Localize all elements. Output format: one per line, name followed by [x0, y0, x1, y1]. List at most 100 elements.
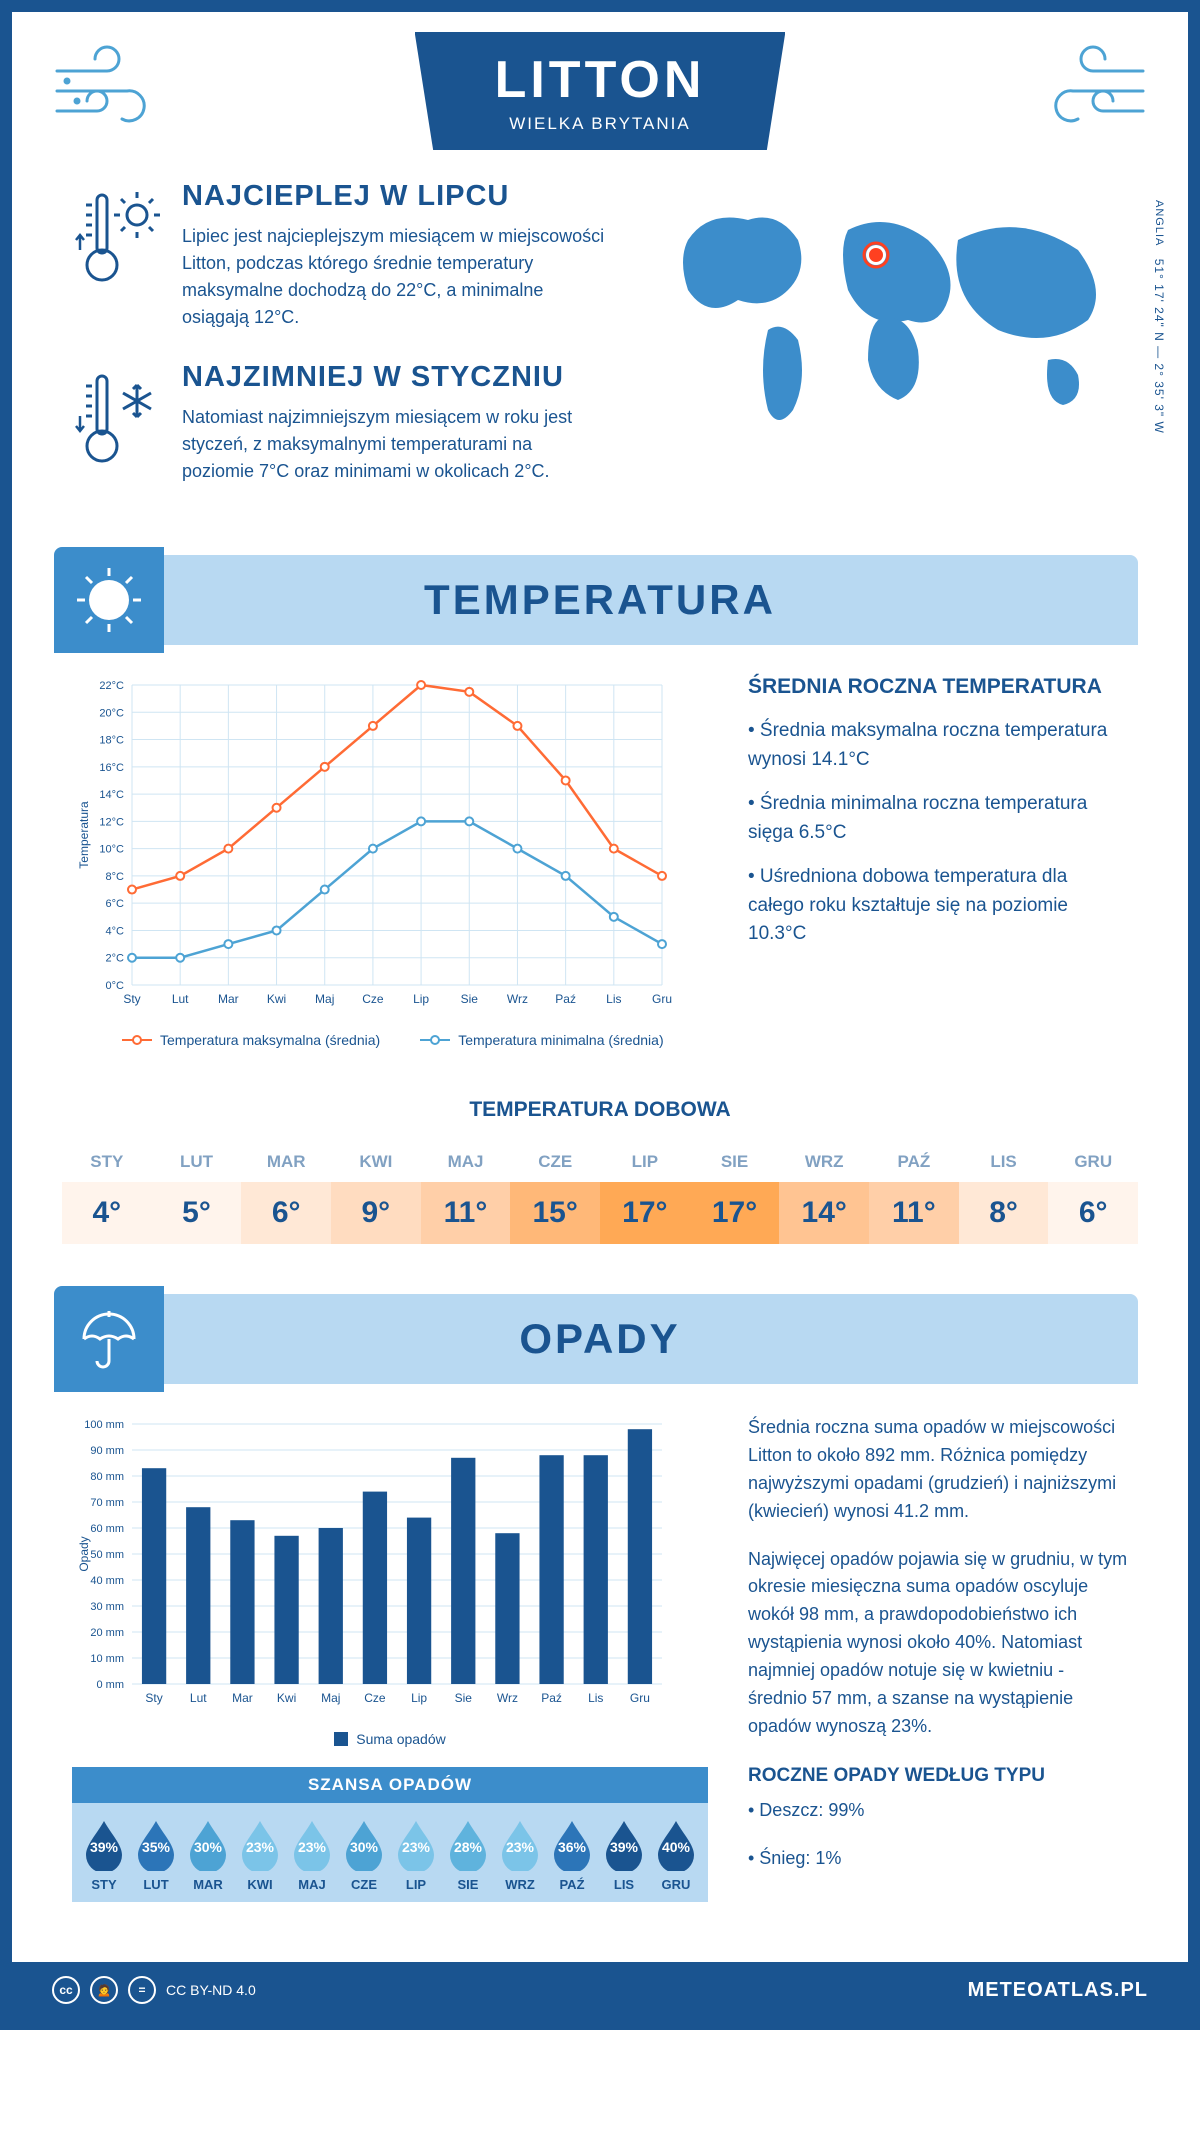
- wind-decoration-right: [1028, 41, 1148, 141]
- world-map: [648, 180, 1128, 460]
- svg-text:8°C: 8°C: [106, 871, 125, 883]
- legend-precip: Suma opadów: [334, 1731, 446, 1747]
- chance-cell: 39%LIS: [598, 1817, 650, 1892]
- svg-text:Paź: Paź: [541, 1691, 562, 1705]
- precip-p2: Najwięcej opadów pojawia się w grudniu, …: [748, 1546, 1128, 1741]
- svg-text:Kwi: Kwi: [277, 1691, 296, 1705]
- svg-text:Temperatura: Temperatura: [77, 801, 91, 869]
- daily-temp-title: TEMPERATURA DOBOWA: [12, 1098, 1188, 1122]
- svg-text:100 mm: 100 mm: [84, 1419, 124, 1431]
- site-name: METEOATLAS.PL: [968, 1979, 1148, 2002]
- svg-text:0 mm: 0 mm: [97, 1679, 125, 1691]
- chance-cell: 36%PAŹ: [546, 1817, 598, 1892]
- svg-text:2°C: 2°C: [106, 953, 125, 965]
- svg-text:18°C: 18°C: [99, 735, 124, 747]
- fact-coldest-text: Natomiast najzimniejszym miesiącem w rok…: [182, 404, 608, 485]
- chance-cell: 30%MAR: [182, 1817, 234, 1892]
- svg-text:20°C: 20°C: [99, 707, 124, 719]
- temp-info-b1: • Średnia maksymalna roczna temperatura …: [748, 717, 1128, 774]
- section-temperature-header: TEMPERATURA: [62, 555, 1138, 645]
- daily-cell: SIE17°: [690, 1142, 780, 1244]
- svg-text:80 mm: 80 mm: [90, 1471, 124, 1483]
- sun-icon: [54, 547, 164, 653]
- cc-icon: cc: [52, 1976, 80, 2004]
- daily-cell: KWI9°: [331, 1142, 421, 1244]
- temperature-line-chart: 0°C2°C4°C6°C8°C10°C12°C14°C16°C18°C20°C2…: [72, 675, 672, 1015]
- svg-text:Mar: Mar: [218, 992, 239, 1006]
- svg-text:Lut: Lut: [172, 992, 189, 1006]
- svg-text:Cze: Cze: [364, 1691, 386, 1705]
- nd-icon: =: [128, 1976, 156, 2004]
- umbrella-icon: [54, 1286, 164, 1392]
- svg-text:Maj: Maj: [321, 1691, 340, 1705]
- section-precip-header: OPADY: [62, 1294, 1138, 1384]
- thermometer-sun-icon: [72, 180, 162, 290]
- svg-text:Gru: Gru: [630, 1691, 650, 1705]
- fact-coldest: NAJZIMNIEJ W STYCZNIU Natomiast najzimni…: [72, 361, 608, 485]
- temp-info-b2: • Średnia minimalna roczna temperatura s…: [748, 790, 1128, 847]
- daily-cell: PAŹ11°: [869, 1142, 959, 1244]
- chance-grid: 39%STY35%LUT30%MAR23%KWI23%MAJ30%CZE23%L…: [72, 1803, 708, 1902]
- svg-text:6°C: 6°C: [106, 898, 125, 910]
- page-title-banner: LITTON WIELKA BRYTANIA: [415, 32, 786, 150]
- chance-cell: 23%WRZ: [494, 1817, 546, 1892]
- chance-cell: 35%LUT: [130, 1817, 182, 1892]
- precip-snow: • Śnieg: 1%: [748, 1845, 1128, 1873]
- daily-temp-grid: STY4°LUT5°MAR6°KWI9°MAJ11°CZE15°LIP17°SI…: [62, 1142, 1138, 1244]
- svg-text:Maj: Maj: [315, 992, 334, 1006]
- svg-text:Lis: Lis: [606, 992, 621, 1006]
- thermometer-snow-icon: [72, 361, 162, 471]
- chance-cell: 23%KWI: [234, 1817, 286, 1892]
- chance-cell: 39%STY: [78, 1817, 130, 1892]
- fact-warmest-title: NAJCIEPLEJ W LIPCU: [182, 180, 608, 213]
- svg-text:Gru: Gru: [652, 992, 672, 1006]
- footer: cc 🙍 = CC BY-ND 4.0 METEOATLAS.PL: [12, 1962, 1188, 2018]
- section-precip-title: OPADY: [62, 1315, 1138, 1363]
- svg-text:16°C: 16°C: [99, 762, 124, 774]
- svg-text:Lip: Lip: [411, 1691, 427, 1705]
- chance-cell: 30%CZE: [338, 1817, 390, 1892]
- svg-text:14°C: 14°C: [99, 789, 124, 801]
- section-temperature-title: TEMPERATURA: [62, 576, 1138, 624]
- svg-text:Cze: Cze: [362, 992, 384, 1006]
- svg-text:70 mm: 70 mm: [90, 1497, 124, 1509]
- precip-p1: Średnia roczna suma opadów w miejscowośc…: [748, 1414, 1128, 1526]
- svg-text:Sie: Sie: [455, 1691, 473, 1705]
- svg-text:Kwi: Kwi: [267, 992, 286, 1006]
- legend-max-temp: .leg-item:nth-child(1) .leg-line::after{…: [122, 1032, 380, 1048]
- svg-text:22°C: 22°C: [99, 680, 124, 692]
- precip-type-title: ROCZNE OPADY WEDŁUG TYPU: [748, 1765, 1128, 1787]
- fact-coldest-title: NAJZIMNIEJ W STYCZNIU: [182, 361, 608, 394]
- svg-text:Wrz: Wrz: [497, 1691, 518, 1705]
- svg-text:60 mm: 60 mm: [90, 1523, 124, 1535]
- svg-text:Paź: Paź: [555, 992, 576, 1006]
- svg-text:Lis: Lis: [588, 1691, 603, 1705]
- daily-cell: LUT5°: [152, 1142, 242, 1244]
- svg-text:4°C: 4°C: [106, 925, 125, 937]
- svg-text:Sie: Sie: [461, 992, 479, 1006]
- by-icon: 🙍: [90, 1976, 118, 2004]
- daily-cell: STY4°: [62, 1142, 152, 1244]
- coordinates: ANGLIA 51° 17' 24" N — 2° 35' 3" W: [1152, 200, 1166, 434]
- chance-title: SZANSA OPADÓW: [72, 1767, 708, 1803]
- svg-text:Sty: Sty: [145, 1691, 162, 1705]
- fact-warmest-text: Lipiec jest najcieplejszym miesiącem w m…: [182, 223, 608, 331]
- fact-warmest: NAJCIEPLEJ W LIPCU Lipiec jest najcieple…: [72, 180, 608, 331]
- svg-text:10°C: 10°C: [99, 844, 124, 856]
- precip-rain: • Deszcz: 99%: [748, 1797, 1128, 1825]
- location-title: LITTON: [495, 50, 706, 110]
- chance-cell: 28%SIE: [442, 1817, 494, 1892]
- svg-text:12°C: 12°C: [99, 816, 124, 828]
- svg-text:50 mm: 50 mm: [90, 1549, 124, 1561]
- daily-cell: MAR6°: [241, 1142, 331, 1244]
- svg-text:Lip: Lip: [413, 992, 429, 1006]
- wind-decoration-left: [52, 41, 172, 141]
- svg-text:30 mm: 30 mm: [90, 1601, 124, 1613]
- svg-text:40 mm: 40 mm: [90, 1575, 124, 1587]
- legend-min-temp: .leg-item:nth-child(2) .leg-line::after{…: [420, 1032, 663, 1048]
- chance-cell: 23%MAJ: [286, 1817, 338, 1892]
- daily-cell: CZE15°: [510, 1142, 600, 1244]
- svg-text:Sty: Sty: [123, 992, 140, 1006]
- temp-info-b3: • Uśredniona dobowa temperatura dla całe…: [748, 863, 1128, 949]
- temp-info-title: ŚREDNIA ROCZNA TEMPERATURA: [748, 675, 1128, 699]
